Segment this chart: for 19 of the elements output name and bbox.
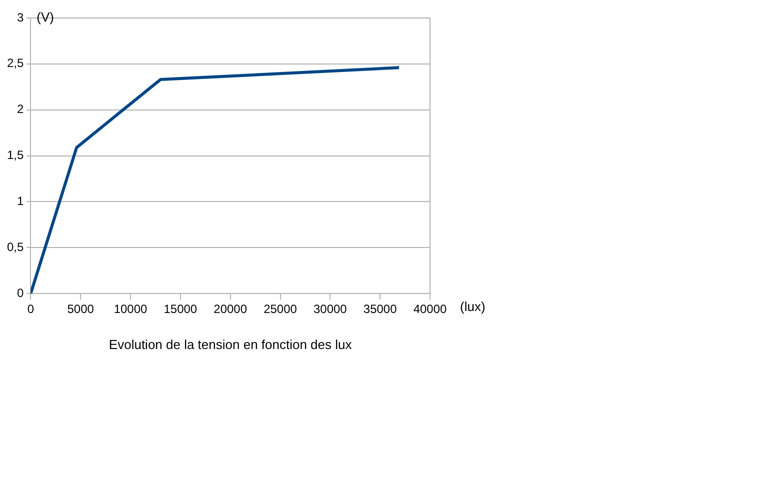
x-axis-title: (lux) — [460, 299, 486, 314]
x-tick-label: 40000 — [413, 302, 448, 316]
y-tick-label: 2,5 — [6, 56, 24, 70]
x-tick-label: 10000 — [114, 302, 148, 316]
x-tick-label: 35000 — [363, 302, 398, 316]
x-tick-label: 15000 — [164, 302, 198, 316]
y-tick-label: 0,5 — [6, 240, 24, 254]
x-tick-label: 30000 — [313, 302, 348, 316]
y-axis-title: (V) — [36, 10, 54, 25]
x-tick-label: 20000 — [214, 302, 248, 316]
text: Evolution de la tension en fonction des lux — [108, 337, 352, 352]
y-tick-label: 0 — [16, 286, 24, 300]
y-tick-label: 3 — [16, 10, 24, 24]
x-tick-label: 5000 — [67, 302, 94, 316]
y-tick-label: 1 — [16, 194, 24, 208]
y-tick-label: 1,5 — [6, 148, 24, 162]
y-tick-label: 2 — [16, 102, 24, 116]
x-tick-label: 25000 — [264, 302, 298, 316]
x-tick-label: 0 — [27, 302, 34, 316]
